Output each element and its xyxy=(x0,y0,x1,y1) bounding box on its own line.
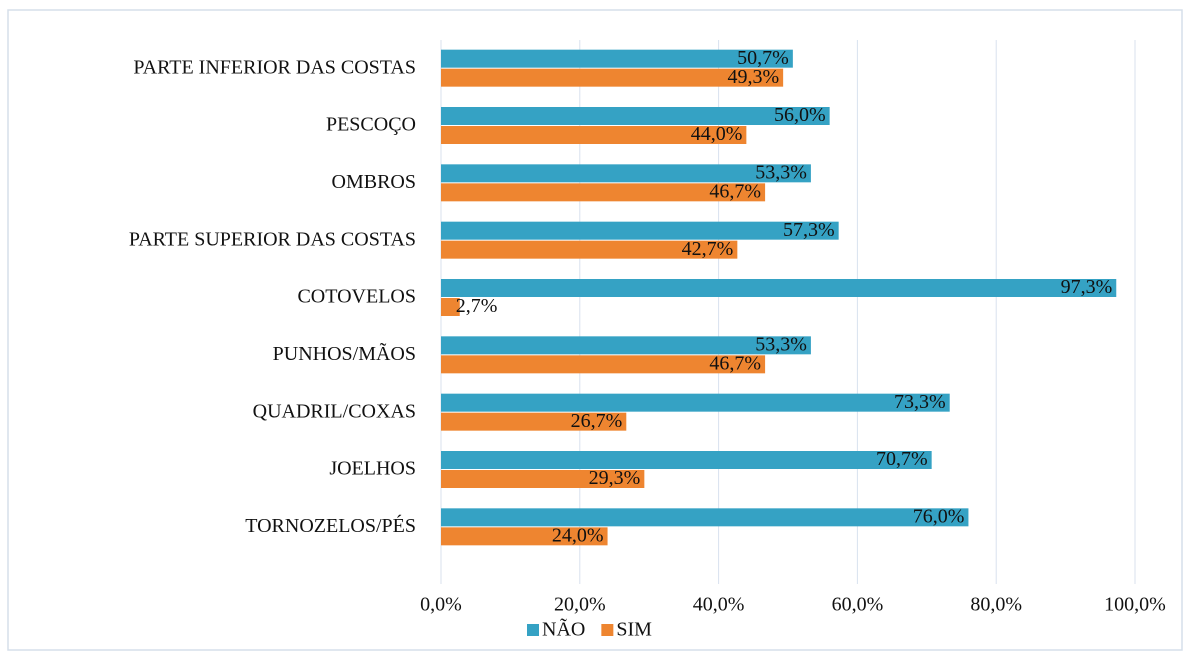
bar xyxy=(441,164,811,183)
bar xyxy=(441,451,932,469)
legend-swatch xyxy=(601,624,614,636)
value-label: 44,0% xyxy=(691,123,743,145)
value-label: 2,7% xyxy=(456,295,498,317)
y-tick-label: TORNOZELOS/PÉS xyxy=(245,514,416,537)
value-label: 29,3% xyxy=(589,467,641,489)
value-label: 24,0% xyxy=(552,524,604,546)
bar xyxy=(441,107,830,125)
bar xyxy=(441,412,627,431)
x-tick-label: 100,0% xyxy=(1104,594,1166,616)
bar xyxy=(441,49,793,68)
x-tick-label: 40,0% xyxy=(693,594,745,616)
value-label: 26,7% xyxy=(571,410,623,432)
bar xyxy=(441,527,608,546)
y-tick-label: COTOVELOS xyxy=(297,286,416,308)
bar xyxy=(441,221,839,240)
value-label: 73,3% xyxy=(894,391,946,413)
bar xyxy=(441,336,811,355)
value-label: 76,0% xyxy=(913,505,965,527)
value-label: 97,3% xyxy=(1061,276,1113,298)
value-label: 50,7% xyxy=(737,47,789,69)
y-tick-label: OMBROS xyxy=(332,171,416,193)
bar xyxy=(441,183,766,202)
x-tick-label: 0,0% xyxy=(420,594,462,616)
y-tick-label: QUADRIL/COXAS xyxy=(253,400,416,422)
value-label: 57,3% xyxy=(783,219,835,241)
value-label: 49,3% xyxy=(727,66,779,88)
bar xyxy=(441,508,969,527)
y-tick-label: PESCOÇO xyxy=(326,114,416,136)
x-tick-label: 60,0% xyxy=(832,594,884,616)
value-label: 70,7% xyxy=(876,448,928,470)
legend-swatch xyxy=(527,624,539,636)
value-label: 42,7% xyxy=(682,238,734,260)
y-tick-label: JOELHOS xyxy=(329,458,416,480)
value-label: 56,0% xyxy=(774,104,826,126)
y-tick-label: PARTE SUPERIOR DAS COSTAS xyxy=(129,228,416,250)
bar xyxy=(441,240,738,259)
bar xyxy=(441,126,747,144)
x-tick-label: 80,0% xyxy=(970,594,1022,616)
value-label: 46,7% xyxy=(709,180,761,202)
bar xyxy=(441,279,1117,297)
value-label: 53,3% xyxy=(755,161,807,183)
legend-label: NÃO xyxy=(542,617,585,641)
value-label: 53,3% xyxy=(755,333,807,355)
chart-border xyxy=(7,9,1183,651)
value-label: 46,7% xyxy=(709,352,761,374)
y-tick-label: PUNHOS/MÃOS xyxy=(273,341,416,365)
legend-label: SIM xyxy=(616,619,652,641)
bar xyxy=(441,355,766,374)
bar xyxy=(441,393,950,412)
x-tick-label: 20,0% xyxy=(554,594,606,616)
bar xyxy=(441,470,645,488)
bar xyxy=(441,68,784,87)
y-tick-label: PARTE INFERIOR DAS COSTAS xyxy=(133,56,416,78)
bar xyxy=(441,298,460,316)
